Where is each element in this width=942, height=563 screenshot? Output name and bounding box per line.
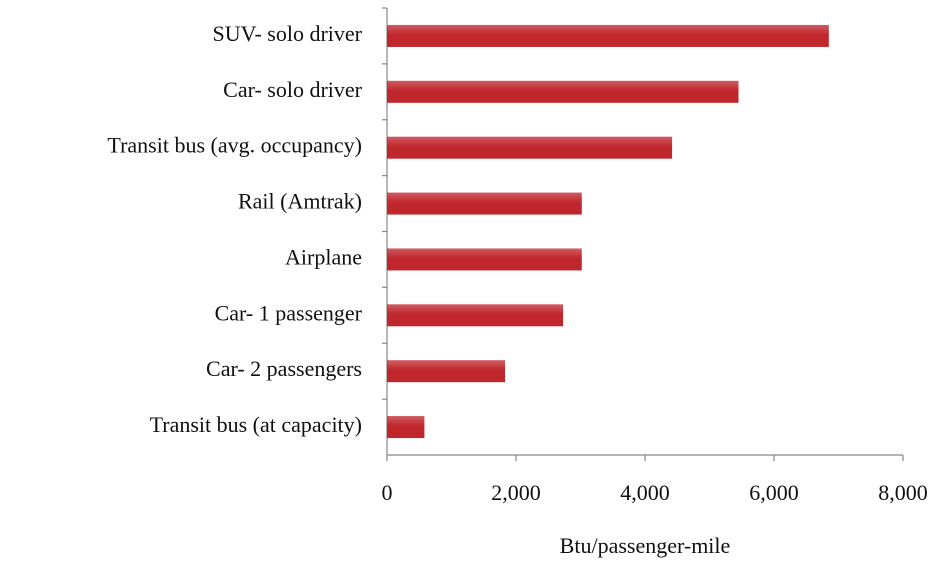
y-tick-label: Transit bus (avg. occupancy)	[107, 133, 362, 158]
y-tick-label: Car- 1 passenger	[215, 300, 363, 325]
y-tick-label: Transit bus (at capacity)	[150, 412, 362, 437]
x-tick-label: 0	[382, 480, 393, 505]
bar	[387, 416, 425, 439]
bar	[387, 248, 582, 271]
bar	[387, 360, 506, 383]
y-tick-label: Rail (Amtrak)	[238, 189, 362, 214]
x-tick-label: 2,000	[491, 480, 541, 505]
bar	[387, 192, 582, 215]
bar	[387, 80, 739, 103]
y-tick-label: Car- solo driver	[223, 77, 363, 102]
x-axis-title: Btu/passenger-mile	[560, 533, 731, 558]
bar	[387, 304, 564, 327]
y-tick-label: Car- 2 passengers	[206, 356, 362, 381]
bar	[387, 24, 829, 47]
x-tick-label: 4,000	[620, 480, 670, 505]
x-tick-label: 8,000	[878, 480, 928, 505]
x-tick-label: 6,000	[749, 480, 799, 505]
y-tick-label: Airplane	[285, 244, 362, 269]
bar	[387, 136, 673, 159]
y-tick-label: SUV- solo driver	[212, 21, 362, 46]
